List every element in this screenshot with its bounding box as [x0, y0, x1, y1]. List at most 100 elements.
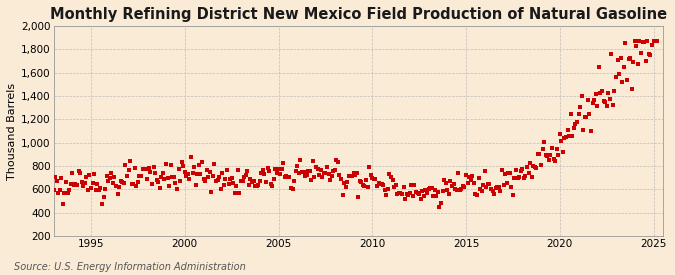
- Point: [296, 169, 307, 174]
- Point: [292, 164, 302, 169]
- Point: [105, 176, 115, 180]
- Point: [612, 57, 623, 62]
- Point: [551, 147, 562, 151]
- Point: [281, 174, 292, 178]
- Point: [309, 175, 320, 179]
- Point: [290, 169, 301, 173]
- Point: [632, 62, 643, 66]
- Point: [378, 183, 389, 187]
- Point: [308, 158, 319, 163]
- Point: [340, 185, 351, 189]
- Point: [593, 65, 604, 70]
- Point: [326, 174, 337, 179]
- Point: [240, 172, 251, 177]
- Point: [189, 165, 200, 169]
- Point: [171, 187, 182, 191]
- Point: [315, 168, 326, 172]
- Text: Source: U.S. Energy Information Administration: Source: U.S. Energy Information Administ…: [14, 262, 245, 272]
- Point: [418, 194, 429, 199]
- Point: [586, 129, 597, 133]
- Point: [601, 104, 612, 108]
- Point: [365, 173, 376, 177]
- Point: [93, 188, 104, 192]
- Point: [276, 167, 287, 172]
- Point: [107, 181, 118, 186]
- Point: [53, 191, 63, 195]
- Point: [202, 174, 213, 179]
- Point: [90, 187, 101, 192]
- Point: [371, 184, 382, 188]
- Point: [375, 182, 385, 186]
- Point: [504, 171, 515, 175]
- Point: [207, 174, 218, 178]
- Point: [548, 157, 559, 161]
- Point: [547, 146, 558, 150]
- Point: [333, 160, 344, 164]
- Point: [167, 175, 178, 179]
- Point: [262, 166, 273, 170]
- Point: [583, 97, 593, 102]
- Point: [620, 41, 631, 46]
- Point: [321, 164, 332, 169]
- Point: [502, 181, 512, 185]
- Point: [239, 175, 250, 180]
- Point: [201, 167, 212, 172]
- Point: [145, 169, 156, 174]
- Point: [55, 187, 65, 192]
- Point: [410, 190, 421, 195]
- Point: [408, 194, 418, 198]
- Point: [390, 182, 401, 187]
- Point: [283, 175, 294, 179]
- Point: [259, 172, 270, 177]
- Point: [253, 183, 264, 187]
- Point: [86, 185, 97, 190]
- Point: [128, 182, 138, 186]
- Point: [604, 97, 615, 101]
- Point: [111, 184, 122, 188]
- Point: [304, 168, 315, 173]
- Point: [534, 152, 545, 156]
- Point: [642, 39, 653, 43]
- Point: [88, 172, 99, 176]
- Point: [603, 91, 614, 95]
- Point: [279, 175, 290, 179]
- Point: [415, 197, 426, 201]
- Point: [558, 150, 568, 154]
- Point: [549, 159, 560, 164]
- Point: [234, 191, 245, 195]
- Point: [295, 158, 306, 162]
- Point: [72, 183, 82, 187]
- Point: [584, 112, 595, 116]
- Point: [440, 181, 451, 185]
- Point: [331, 158, 342, 163]
- Point: [70, 182, 81, 186]
- Point: [524, 161, 535, 165]
- Point: [132, 180, 143, 184]
- Title: Monthly Refining District New Mexico Field Production of Natural Gasoline: Monthly Refining District New Mexico Fie…: [50, 7, 667, 22]
- Point: [626, 87, 637, 91]
- Point: [314, 173, 325, 177]
- Point: [414, 191, 425, 196]
- Point: [176, 160, 187, 164]
- Point: [353, 195, 364, 200]
- Point: [379, 188, 390, 192]
- Point: [420, 188, 431, 192]
- Point: [422, 191, 433, 195]
- Point: [335, 177, 346, 181]
- Point: [447, 184, 458, 189]
- Point: [445, 178, 456, 183]
- Point: [269, 176, 279, 181]
- Point: [468, 181, 479, 185]
- Point: [81, 175, 92, 179]
- Point: [479, 169, 490, 173]
- Point: [425, 186, 435, 190]
- Point: [406, 183, 416, 188]
- Point: [136, 174, 146, 178]
- Point: [616, 56, 626, 60]
- Point: [559, 136, 570, 140]
- Point: [592, 104, 603, 108]
- Point: [112, 191, 123, 196]
- Point: [232, 167, 243, 172]
- Point: [205, 170, 215, 174]
- Point: [518, 175, 529, 180]
